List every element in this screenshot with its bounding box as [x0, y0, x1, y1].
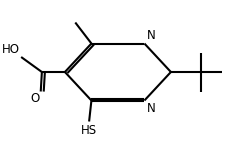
Text: N: N [147, 102, 156, 115]
Text: HS: HS [81, 124, 97, 137]
Text: HO: HO [2, 43, 20, 56]
Text: N: N [147, 29, 156, 42]
Text: O: O [30, 92, 40, 105]
